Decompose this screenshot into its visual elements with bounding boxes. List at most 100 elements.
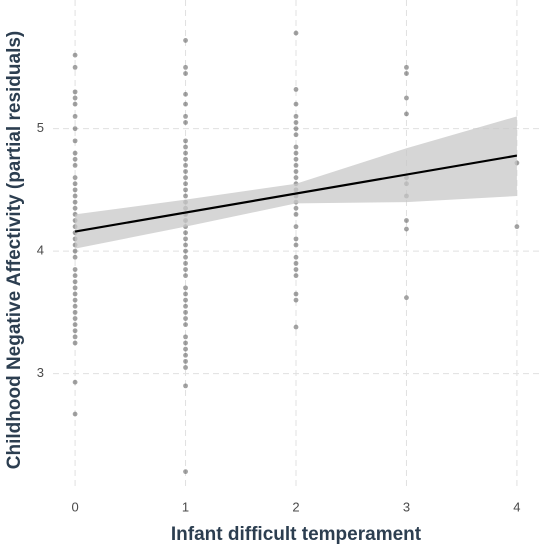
confidence-band (75, 116, 517, 249)
data-point (183, 297, 188, 303)
data-point (183, 291, 188, 297)
data-point (183, 101, 188, 107)
data-point (183, 254, 188, 260)
data-point (183, 285, 188, 291)
data-point (293, 162, 299, 168)
data-point (72, 309, 78, 315)
data-point (72, 52, 78, 58)
data-point (183, 187, 188, 193)
data-point (72, 273, 78, 279)
data-point (72, 334, 78, 340)
data-point (293, 273, 299, 279)
data-point (183, 113, 188, 119)
x-axis-label: Infant difficult temperament (171, 524, 422, 545)
data-point (72, 162, 78, 168)
data-point (183, 358, 188, 364)
data-point (72, 89, 78, 95)
data-point (72, 95, 78, 101)
data-point (183, 273, 188, 279)
data-point (183, 193, 188, 199)
x-tick-label: 0 (71, 499, 78, 514)
data-point (293, 267, 299, 272)
data-point (183, 242, 188, 248)
data-point (72, 322, 78, 328)
data-point (293, 144, 299, 150)
data-point (72, 126, 78, 132)
data-point (293, 211, 299, 217)
data-point (293, 126, 299, 132)
data-point (293, 150, 299, 156)
regression-line (74, 154, 518, 233)
data-point (514, 224, 520, 230)
data-point (183, 267, 188, 272)
data-point (183, 340, 188, 346)
data-point (183, 322, 188, 328)
data-point (72, 150, 78, 156)
data-point (404, 71, 409, 76)
data-point (72, 138, 78, 144)
data-point (293, 87, 299, 92)
data-point (404, 95, 409, 101)
data-point (183, 91, 188, 97)
data-point (72, 175, 78, 181)
data-point (72, 267, 78, 272)
data-point (72, 316, 78, 321)
data-point (183, 71, 188, 76)
y-tick-label: 3 (37, 365, 44, 380)
y-tick-label: 5 (37, 120, 44, 135)
data-point (72, 279, 78, 285)
y-tick-label: 4 (37, 243, 44, 258)
data-point (183, 383, 188, 389)
data-point (404, 226, 409, 232)
x-tick-label: 2 (292, 499, 299, 514)
data-point (183, 365, 188, 370)
data-point (72, 248, 78, 254)
data-point (293, 132, 299, 138)
data-point (72, 199, 78, 205)
data-point (72, 181, 78, 187)
data-point (293, 101, 299, 107)
data-point (72, 411, 78, 417)
data-point (72, 101, 78, 107)
data-point (72, 254, 78, 260)
data-point (183, 352, 188, 358)
data-point (293, 113, 299, 119)
data-point (183, 248, 188, 254)
data-point (183, 64, 188, 70)
data-point (72, 328, 78, 334)
data-point (183, 175, 188, 181)
data-point (183, 303, 188, 309)
data-point (404, 111, 409, 117)
data-point (293, 324, 299, 330)
data-point (183, 230, 188, 236)
data-point (404, 64, 409, 70)
data-point (293, 30, 299, 36)
data-point (293, 169, 299, 174)
data-point (183, 162, 188, 168)
data-point (72, 187, 78, 193)
data-point (293, 260, 299, 266)
data-point (404, 295, 409, 301)
data-point (183, 334, 188, 340)
data-point (72, 205, 78, 211)
data-point (293, 205, 299, 211)
x-tick-label: 1 (182, 499, 189, 514)
data-point (183, 150, 188, 156)
data-point (293, 254, 299, 260)
data-point (293, 242, 299, 248)
data-point (183, 120, 188, 125)
data-point (183, 316, 188, 321)
x-tick-label: 4 (513, 499, 520, 514)
data-point (72, 340, 78, 346)
data-point (183, 181, 188, 187)
data-point (183, 260, 188, 266)
data-point (293, 224, 299, 230)
data-point (72, 379, 78, 385)
data-point (72, 193, 78, 199)
y-axis-label: Childhood Negative Affectivity (partial … (4, 31, 25, 469)
data-point (72, 291, 78, 297)
data-point (72, 156, 78, 162)
data-point (72, 64, 78, 70)
data-point (72, 297, 78, 303)
